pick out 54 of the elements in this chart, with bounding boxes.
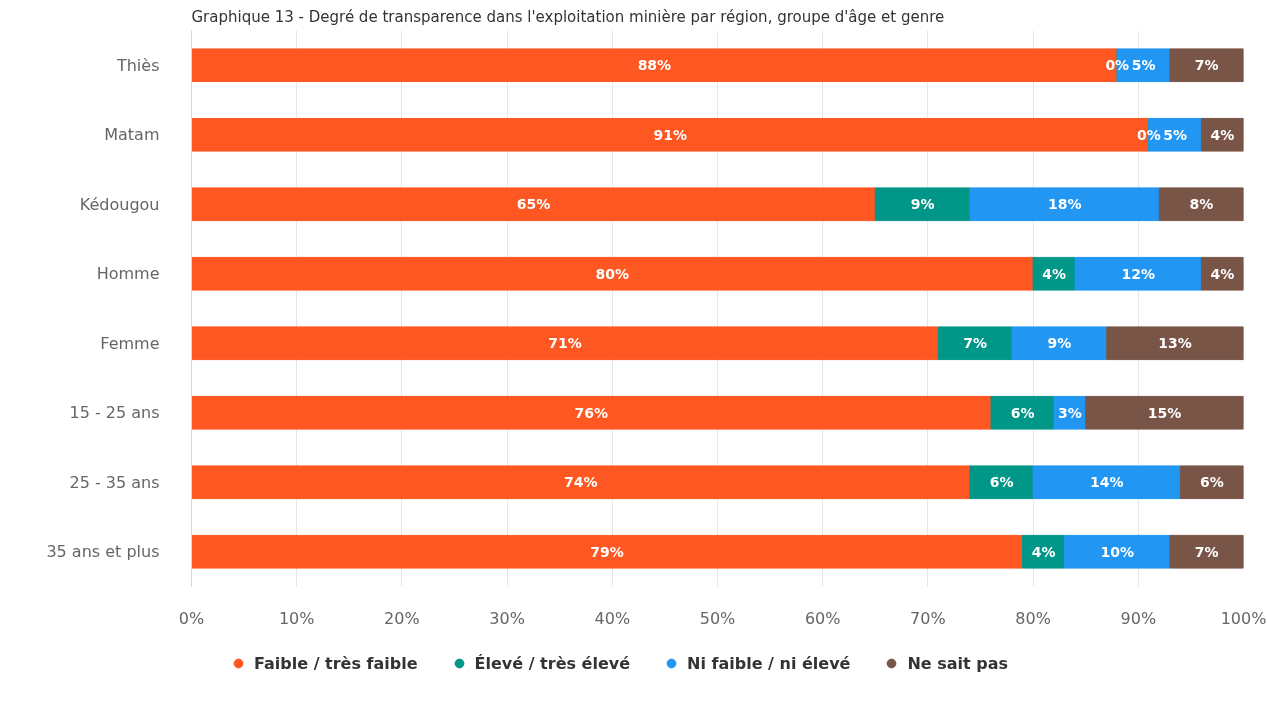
data-label: 91% xyxy=(653,126,687,143)
legend-label: Ne sait pas xyxy=(907,653,1009,673)
data-label: 13% xyxy=(1158,335,1192,352)
x-tick-label: 80% xyxy=(1015,608,1051,628)
data-label: 6% xyxy=(1010,404,1035,421)
data-label: 4% xyxy=(1042,265,1067,282)
x-tick-label: 20% xyxy=(384,608,420,628)
data-label: 5% xyxy=(1131,57,1156,74)
y-tick-label: 35 ans et plus xyxy=(46,542,160,562)
data-label: 5% xyxy=(1163,126,1188,143)
legend-label: Faible / très faible xyxy=(254,653,418,673)
legend-label: Ni faible / ni élevé xyxy=(687,653,851,673)
x-tick-label: 70% xyxy=(910,608,946,628)
x-tick-label: 0% xyxy=(178,608,205,628)
x-tick-label: 60% xyxy=(804,608,841,628)
legend-label: Élevé / très élevé xyxy=(474,653,631,673)
y-tick-label: 25 - 35 ans xyxy=(69,472,160,492)
x-tick-label: 90% xyxy=(1120,608,1157,628)
data-label: 6% xyxy=(989,474,1014,491)
data-label: 18% xyxy=(1047,196,1082,213)
data-label: 65% xyxy=(516,196,551,213)
data-label: 4% xyxy=(1210,126,1235,143)
data-label: 10% xyxy=(1100,543,1135,560)
data-label: 3% xyxy=(1058,404,1082,421)
y-tick-label: Thiès xyxy=(115,55,160,75)
data-label: 80% xyxy=(595,265,630,282)
data-label: 79% xyxy=(590,543,624,560)
data-label: 7% xyxy=(1194,57,1219,74)
y-tick-label: Kédougou xyxy=(79,194,160,214)
y-tick-label: Femme xyxy=(100,333,160,353)
data-label: 9% xyxy=(1047,335,1072,352)
x-tick-label: 40% xyxy=(594,608,631,628)
data-label: 76% xyxy=(574,404,609,421)
data-label: 9% xyxy=(910,196,935,213)
y-tick-label: 15 - 25 ans xyxy=(69,403,160,423)
data-label: 12% xyxy=(1121,265,1156,282)
data-label: 4% xyxy=(1210,265,1235,282)
chart-title: Graphique 13 - Degré de transparence dans l'exploitation minière par région, groupe d'âge et genre xyxy=(191,7,945,26)
y-tick-label: Matam xyxy=(104,125,160,145)
x-tick-label: 10% xyxy=(278,608,315,628)
data-label: 74% xyxy=(563,474,598,491)
data-label: 14% xyxy=(1089,474,1124,491)
data-label: 7% xyxy=(963,335,988,352)
data-label: 15% xyxy=(1147,404,1182,421)
data-label: 6% xyxy=(1200,474,1224,491)
x-tick-label: 50% xyxy=(699,608,736,628)
data-label: 4% xyxy=(1031,543,1056,560)
data-label: 71% xyxy=(548,335,582,352)
y-tick-label: Homme xyxy=(96,264,160,284)
data-label: 88% xyxy=(637,57,672,74)
x-tick-label: 30% xyxy=(489,608,525,628)
data-label: 8% xyxy=(1189,196,1214,213)
x-tick-label: 100% xyxy=(1220,608,1267,628)
data-label: 7% xyxy=(1194,543,1219,560)
